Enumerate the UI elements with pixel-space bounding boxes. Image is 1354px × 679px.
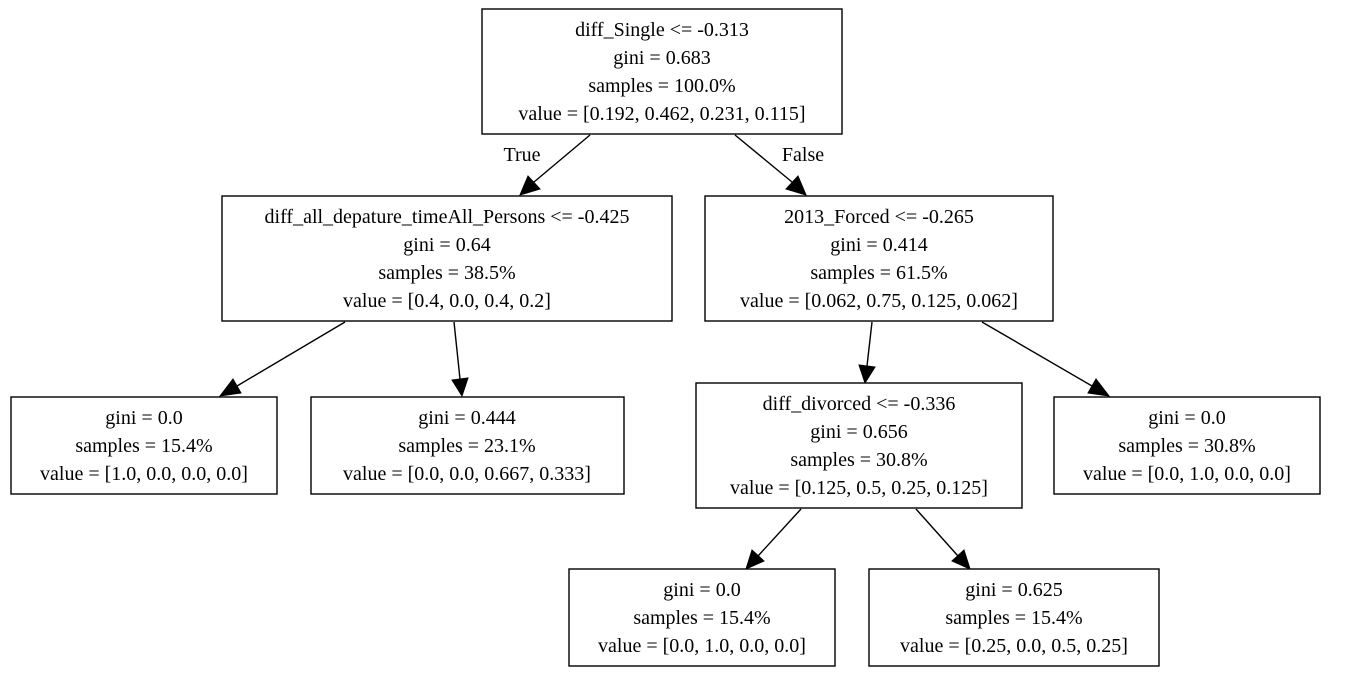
node-n5-split: diff_divorced <= -0.336	[763, 393, 956, 415]
node-n5-samples: samples = 30.8%	[790, 449, 927, 471]
node-n6-samples: samples = 30.8%	[1118, 435, 1255, 457]
node-n3-gini: gini = 0.0	[105, 407, 182, 429]
edge-root-n2-arrow	[785, 175, 807, 196]
edge-n5-n7	[757, 508, 802, 557]
node-root-samples: samples = 100.0%	[588, 75, 735, 97]
edge-n5-n7-arrow	[745, 549, 765, 570]
node-n8-value: value = [0.25, 0.0, 0.5, 0.25]	[900, 635, 1128, 657]
tree-node-n7: gini = 0.0 samples = 15.4% value = [0.0,…	[568, 568, 836, 667]
node-n1-samples: samples = 38.5%	[378, 262, 515, 284]
node-n3-value: value = [1.0, 0.0, 0.0, 0.0]	[40, 463, 248, 485]
edge-n1-n4-arrow	[451, 377, 469, 398]
tree-node-root: diff_Single <= -0.313 gini = 0.683 sampl…	[481, 8, 843, 135]
edge-label-false: False	[782, 144, 824, 166]
edge-n1-n3-arrow	[218, 378, 242, 397]
node-n6-value: value = [0.0, 1.0, 0.0, 0.0]	[1083, 463, 1291, 485]
node-n4-gini: gini = 0.444	[418, 407, 515, 429]
node-n7-value: value = [0.0, 1.0, 0.0, 0.0]	[598, 635, 806, 657]
edge-root-n2	[734, 134, 793, 183]
node-n8-gini: gini = 0.625	[965, 579, 1062, 601]
edge-n1-n4	[453, 321, 461, 380]
node-n1-split: diff_all_depature_timeAll_Persons <= -0.…	[265, 206, 630, 228]
edge-n5-n8-arrow	[951, 549, 971, 570]
node-root-split: diff_Single <= -0.313	[575, 19, 749, 41]
node-n2-gini: gini = 0.414	[830, 234, 927, 256]
node-n5-gini: gini = 0.656	[810, 421, 907, 443]
tree-node-n3: gini = 0.0 samples = 15.4% value = [1.0,…	[10, 396, 278, 495]
node-n5-value: value = [0.125, 0.5, 0.25, 0.125]	[730, 477, 988, 499]
tree-node-n4: gini = 0.444 samples = 23.1% value = [0.…	[310, 396, 625, 495]
node-n6-gini: gini = 0.0	[1148, 407, 1225, 429]
node-n7-gini: gini = 0.0	[663, 579, 740, 601]
tree-node-n8: gini = 0.625 samples = 15.4% value = [0.…	[868, 568, 1160, 667]
node-n3-samples: samples = 15.4%	[75, 435, 212, 457]
tree-node-n5: diff_divorced <= -0.336 gini = 0.656 sam…	[695, 382, 1023, 509]
edge-label-true: True	[503, 144, 540, 166]
node-n4-value: value = [0.0, 0.0, 0.667, 0.333]	[343, 463, 591, 485]
node-root-gini: gini = 0.683	[613, 47, 710, 69]
node-n2-samples: samples = 61.5%	[810, 262, 947, 284]
edge-root-n1	[533, 134, 591, 183]
edge-root-n1-arrow	[519, 175, 541, 196]
node-n4-samples: samples = 23.1%	[398, 435, 535, 457]
node-n7-samples: samples = 15.4%	[633, 607, 770, 629]
tree-node-n1: diff_all_depature_timeAll_Persons <= -0.…	[221, 195, 673, 322]
node-n8-samples: samples = 15.4%	[945, 607, 1082, 629]
node-root-value: value = [0.192, 0.462, 0.231, 0.115]	[518, 103, 805, 125]
edge-n2-n5	[866, 321, 873, 367]
node-n1-value: value = [0.4, 0.0, 0.4, 0.2]	[343, 290, 551, 312]
edge-n5-n8	[915, 508, 959, 557]
edge-n2-n6	[981, 321, 1093, 387]
node-n1-gini: gini = 0.64	[403, 234, 490, 256]
node-n2-split: 2013_Forced <= -0.265	[784, 206, 974, 228]
edge-n2-n6-arrow	[1087, 378, 1111, 397]
tree-node-n6: gini = 0.0 samples = 30.8% value = [0.0,…	[1053, 396, 1321, 495]
edges: True False	[218, 134, 1111, 570]
edge-n2-n5-arrow	[858, 364, 876, 385]
edge-n1-n3	[236, 321, 346, 387]
tree-node-n2: 2013_Forced <= -0.265 gini = 0.414 sampl…	[704, 195, 1054, 322]
node-n2-value: value = [0.062, 0.75, 0.125, 0.062]	[740, 290, 1018, 312]
